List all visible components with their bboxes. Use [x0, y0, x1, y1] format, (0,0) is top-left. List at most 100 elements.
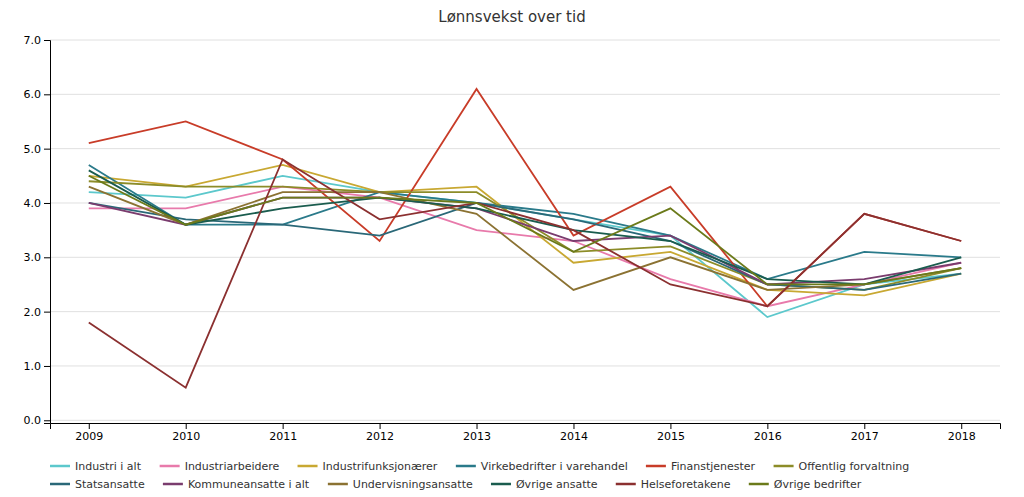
x-axis: 2009 2010 2011 2012 2013 2014 2015 2016 2017 2018	[51, 423, 1001, 443]
legend-label: Industrifunksjonærer	[323, 460, 438, 473]
legend-item: Finanstjenester	[646, 460, 756, 473]
legend-label: Statsansatte	[75, 478, 145, 491]
y-tick-label: 3.0	[24, 251, 42, 264]
y-tick: 4.0	[24, 197, 51, 210]
y-tick-label: 6.0	[24, 88, 42, 101]
y-tick-mark	[44, 420, 50, 421]
x-tick: 2011	[269, 423, 297, 443]
x-tick-mark	[477, 423, 478, 429]
y-tick: 2.0	[24, 306, 51, 319]
y-tick: 7.0	[24, 34, 51, 47]
grid-line	[50, 420, 1000, 421]
legend-item: Helseforetakene	[616, 478, 731, 491]
y-tick-label: 4.0	[24, 197, 42, 210]
x-tick-label: 2010	[172, 430, 200, 443]
y-tick-mark	[44, 312, 50, 313]
x-tick: 2010	[172, 423, 200, 443]
legend-item: Industriarbeidere	[160, 460, 280, 473]
x-tick-mark	[89, 423, 90, 429]
y-tick-label: 5.0	[24, 143, 42, 156]
plot-area	[89, 89, 961, 388]
x-tick-label: 2016	[754, 430, 782, 443]
legend-item: Øvrige ansatte	[491, 478, 598, 491]
x-tick-label: 2018	[948, 430, 976, 443]
legend-label: Øvrige bedrifter	[774, 478, 862, 491]
x-tick: 2012	[366, 423, 394, 443]
legend-label: Helseforetakene	[641, 478, 731, 491]
y-tick-label: 1.0	[24, 360, 42, 373]
legend-label: Undervisningsansatte	[353, 478, 473, 491]
grid-line	[50, 202, 1000, 203]
x-tick-label: 2009	[75, 430, 103, 443]
legend-item: Øvrige bedrifter	[749, 478, 862, 491]
legend-label: Finanstjenester	[671, 460, 756, 473]
series-line	[89, 176, 961, 285]
legend-item: Statsansatte	[50, 478, 145, 491]
y-tick-label: 7.0	[24, 34, 42, 47]
x-tick: 2015	[657, 423, 685, 443]
series-line	[89, 187, 961, 290]
legend-label: Offentlig forvaltning	[799, 460, 910, 473]
series-line	[89, 165, 961, 295]
x-tick-label: 2014	[560, 430, 588, 443]
x-tick-mark	[864, 423, 865, 429]
y-tick: 0.0	[24, 414, 51, 427]
y-tick-mark	[44, 366, 50, 367]
x-tick-mark	[767, 423, 768, 429]
y-tick-mark	[44, 203, 50, 204]
y-axis: 0.0 1.0 2.0 3.0 4.0 5.0 6.0 7.0	[24, 34, 51, 427]
x-tick-label: 2017	[851, 430, 879, 443]
legend-item: Industrifunksjonærer	[298, 460, 438, 473]
legend-swatch	[491, 483, 511, 486]
x-tick-label: 2012	[366, 430, 394, 443]
x-tick: 2009	[75, 423, 103, 443]
x-tick-mark	[380, 423, 381, 429]
x-tick: 2017	[851, 423, 879, 443]
legend-swatch	[163, 483, 183, 486]
y-tick-label: 0.0	[24, 414, 42, 427]
legend-label: Kommuneansatte i alt	[188, 478, 310, 491]
y-tick-mark	[44, 40, 50, 41]
y-tick-mark	[44, 149, 50, 150]
x-axis-line	[51, 424, 1001, 430]
x-tick: 2013	[463, 423, 491, 443]
legend-item: Industri i alt	[50, 460, 142, 473]
legend-item: Undervisningsansatte	[328, 478, 473, 491]
y-tick-mark	[44, 257, 50, 258]
legend: Industri i alt Industriarbeidere Industrif…	[50, 460, 909, 491]
y-tick: 6.0	[24, 88, 51, 101]
legend-swatch	[616, 483, 636, 486]
grid-line	[50, 311, 1000, 312]
grid-line	[50, 257, 1000, 258]
x-tick: 2018	[948, 423, 976, 443]
y-tick: 1.0	[24, 360, 51, 373]
x-tick-mark	[283, 423, 284, 429]
legend-swatch	[50, 483, 70, 486]
legend-label: Øvrige ansatte	[516, 478, 598, 491]
legend-swatch	[328, 483, 348, 486]
legend-label: Virkebedrifter i varehandel	[481, 460, 628, 473]
chart-svg: Lønnsvekst over tidIndustri i altIndustr…	[0, 0, 1024, 497]
series-line	[89, 160, 961, 388]
y-axis-line	[44, 41, 51, 424]
x-tick-mark	[670, 423, 671, 429]
legend-swatch	[50, 465, 70, 468]
legend-item: Kommuneansatte i alt	[163, 478, 310, 491]
grid-line	[50, 40, 1000, 41]
y-tick-mark	[44, 94, 50, 95]
x-tick-mark	[186, 423, 187, 429]
legend-item: Virkebedrifter i varehandel	[456, 460, 628, 473]
x-tick: 2014	[560, 423, 588, 443]
y-tick: 5.0	[24, 143, 51, 156]
legend-swatch	[456, 465, 476, 468]
x-tick-mark	[573, 423, 574, 429]
y-tick-label: 2.0	[24, 306, 42, 319]
legend-item: Offentlig forvaltning	[774, 460, 910, 473]
legend-swatch	[749, 483, 769, 486]
x-tick-label: 2015	[657, 430, 685, 443]
x-tick-mark	[961, 423, 962, 429]
grid-line	[50, 94, 1000, 95]
series-line	[89, 89, 961, 306]
chart-container: Lønnsvekst over tidIndustri i altIndustr…	[0, 0, 1024, 497]
x-tick-label: 2011	[269, 430, 297, 443]
